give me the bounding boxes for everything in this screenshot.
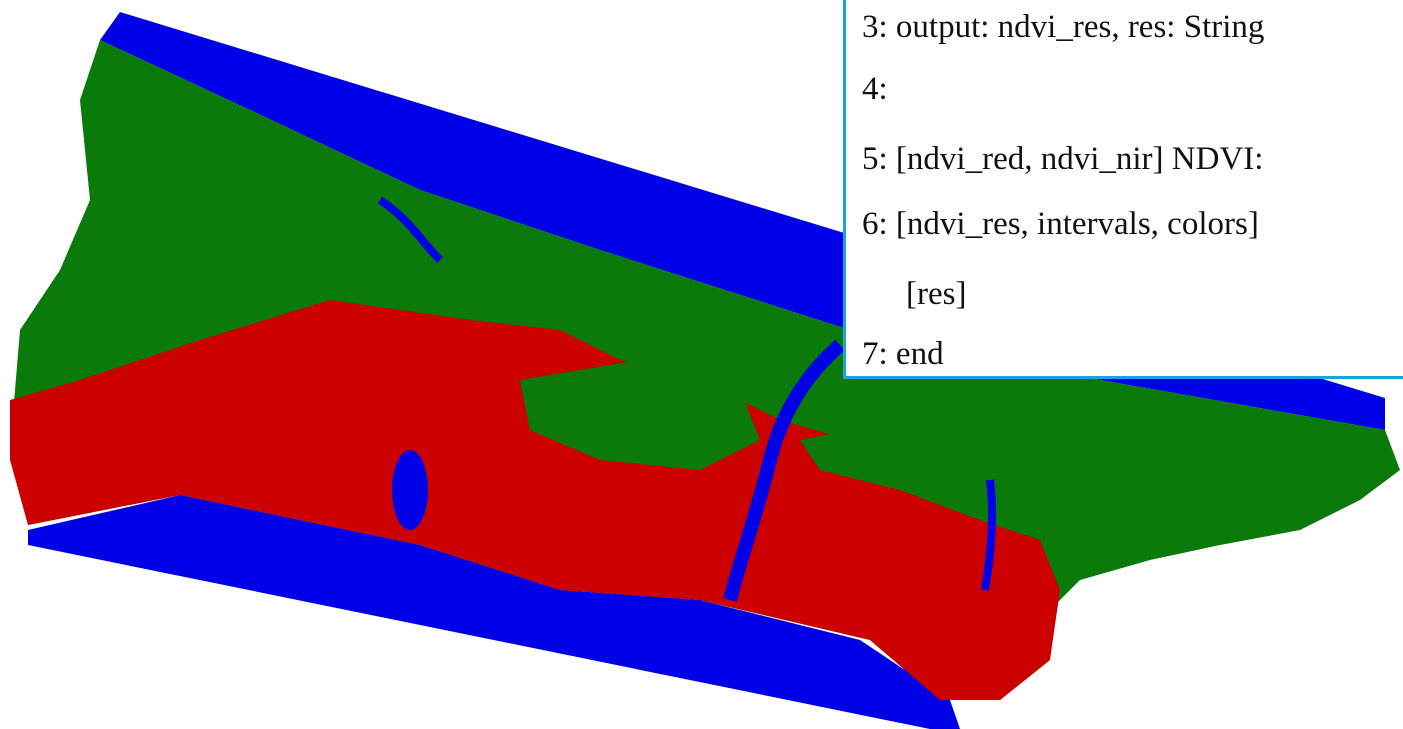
code-box: 3: output: ndvi_res, res: String 4: 5: [… — [843, 0, 1403, 379]
page: 3: output: ndvi_res, res: String 4: 5: [… — [0, 0, 1403, 729]
code-line: 4: — [862, 71, 888, 108]
code-line: [res] — [906, 276, 966, 313]
code-line: 7: end — [862, 336, 944, 373]
code-line: 5: [ndvi_red, ndvi_nir] NDVI: — [862, 141, 1263, 178]
lake — [392, 450, 428, 530]
code-line: 3: output: ndvi_res, res: String — [862, 9, 1264, 46]
code-line: 6: [ndvi_res, intervals, colors] — [862, 206, 1259, 243]
